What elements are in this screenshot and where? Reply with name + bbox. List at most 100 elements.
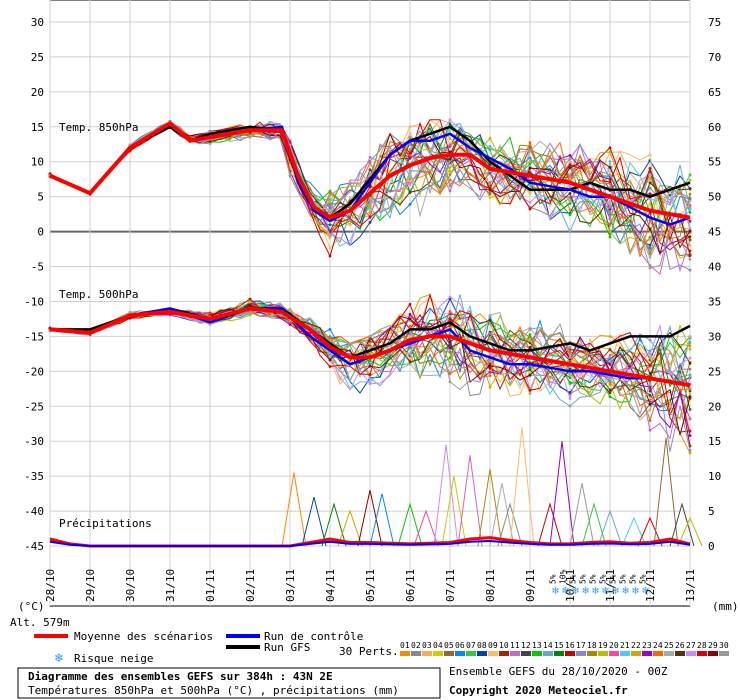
precip-member-spike <box>549 441 575 547</box>
pert-number: 20 <box>609 641 619 650</box>
t500-member-point <box>688 451 692 455</box>
t850-member-point <box>568 166 572 170</box>
left-tick-label: -5 <box>31 261 44 274</box>
t500-member-point <box>608 356 612 360</box>
t500-member-point <box>288 309 292 313</box>
altitude-label: Alt. 579m <box>10 616 70 629</box>
t500-member-point <box>208 313 212 317</box>
t850-member-point <box>648 238 652 241</box>
t850-member-point <box>608 199 612 203</box>
t850-member-point <box>568 175 572 179</box>
t500-member-point <box>688 389 692 393</box>
t850-member-point <box>328 254 332 258</box>
t500-member-point <box>488 313 492 317</box>
t850-member-point <box>688 226 692 230</box>
t850-member-point <box>608 165 612 169</box>
t850-member-point <box>688 268 692 272</box>
t500-member-point <box>488 318 492 322</box>
run-label: Ensemble GEFS du 28/10/2020 - 00Z <box>449 665 668 678</box>
t500-member-point <box>328 358 332 362</box>
t500-member-point <box>528 327 532 331</box>
t500-member-point <box>528 333 532 336</box>
x-tick-label: 07/11 <box>444 569 457 602</box>
legend-snow-label: Risque neige <box>74 652 153 665</box>
t500-member-point <box>648 428 652 432</box>
t500-member-point <box>608 391 612 395</box>
pert-swatch <box>455 651 465 656</box>
t850-member-point <box>688 244 692 247</box>
pert-number: 07 <box>466 641 476 650</box>
t850-member-point <box>488 192 492 196</box>
t850-member-point <box>688 211 692 214</box>
pert-swatch <box>642 651 652 656</box>
t850-member-point <box>568 191 572 195</box>
t500-member-point <box>368 335 372 338</box>
t850-member-point <box>408 190 412 194</box>
t850-member-point <box>608 202 612 206</box>
t500-member-point <box>408 360 412 364</box>
t850-member-point <box>608 170 612 174</box>
pert-swatch <box>697 651 707 656</box>
t500-member-point <box>448 295 452 299</box>
t850-member-point <box>408 153 412 157</box>
t850-member-point <box>688 238 692 242</box>
snowflake-icon: ❄ <box>591 586 599 597</box>
right-tick-label: 15 <box>708 435 721 448</box>
x-tick-label: 08/11 <box>484 569 497 602</box>
precip-member-spike <box>637 516 663 547</box>
t850-member-point <box>328 193 332 197</box>
t850-member-point <box>528 156 532 160</box>
right-tick-label: 45 <box>708 226 721 239</box>
left-tick-label: -15 <box>24 330 44 343</box>
pert-number: 14 <box>543 641 553 650</box>
t850-member-point <box>688 208 692 211</box>
right-tick-label: 75 <box>708 16 721 29</box>
right-tick-label: 10 <box>708 470 721 483</box>
t850-member-point <box>528 191 532 195</box>
precip-member-spike <box>497 502 523 547</box>
pert-number: 16 <box>565 641 575 650</box>
t500-member-point <box>688 356 692 360</box>
right-tick-label: 30 <box>708 330 721 343</box>
t850-member-point <box>328 199 332 203</box>
t850-member-point <box>648 186 652 190</box>
pert-swatch <box>554 651 564 656</box>
snow-risk-label: 10% <box>558 569 567 584</box>
t850-member-point <box>608 159 612 163</box>
t500-member-point <box>368 342 372 345</box>
pert-number: 15 <box>554 641 564 650</box>
precip-member-spike <box>581 502 607 547</box>
t850-member-point <box>648 266 652 270</box>
t850-member-point <box>488 148 492 151</box>
pert-number: 12 <box>521 641 531 650</box>
t500-member-point <box>608 376 612 380</box>
t850-member-point <box>568 213 572 217</box>
t500-member-point <box>568 356 572 359</box>
t500-member-point <box>128 310 132 314</box>
t500-member-point <box>528 373 532 377</box>
t500-member-point <box>368 373 372 376</box>
t850-member-point <box>528 207 532 211</box>
t850-member-point <box>368 168 372 172</box>
t500-member-point <box>568 374 572 377</box>
t500-member-point <box>648 393 652 397</box>
t500-member-point <box>328 354 332 358</box>
t850-member-point <box>648 192 652 196</box>
t850-member-point <box>328 204 332 208</box>
pert-number: 04 <box>433 641 443 650</box>
t850-member-point <box>608 180 612 184</box>
t850-member-point <box>448 178 452 182</box>
right-tick-label: 0 <box>708 540 715 553</box>
t500-member-point <box>648 363 652 367</box>
t850-member-point <box>328 209 332 213</box>
t850-member-point <box>368 210 372 214</box>
t500-member-point <box>648 356 652 360</box>
pert-swatch <box>609 651 619 656</box>
t850-member-point <box>408 170 412 173</box>
pert-swatch <box>477 651 487 656</box>
snow-risk-label: 5% <box>638 574 647 584</box>
t850-member-point <box>688 192 692 196</box>
pert-swatch <box>400 651 410 656</box>
precip-member-spike <box>677 516 703 547</box>
t850-member-point <box>648 172 652 176</box>
